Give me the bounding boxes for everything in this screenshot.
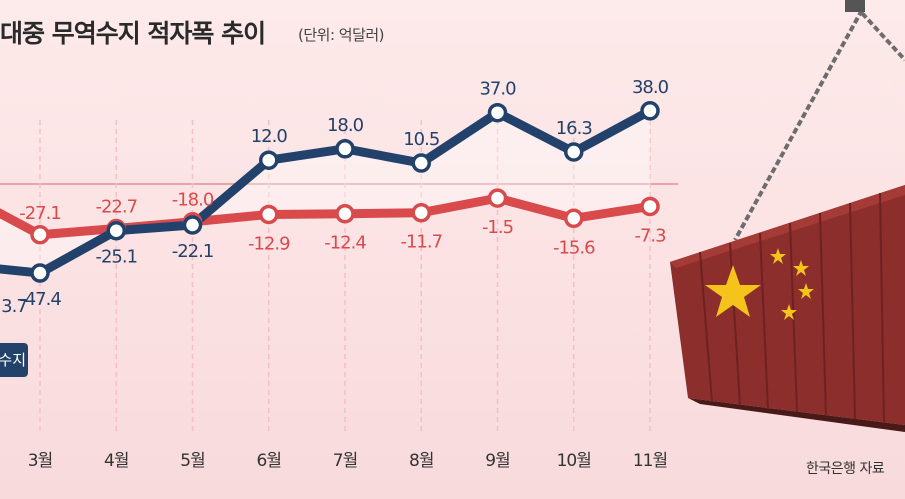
navy-data-label: 37.0 — [479, 79, 516, 100]
x-tick-label: 4월 — [104, 451, 128, 471]
x-tick-label: 6월 — [257, 451, 281, 471]
navy-data-label: 18.0 — [327, 115, 364, 136]
x-tick-label: 9월 — [485, 451, 509, 471]
red-point — [640, 196, 660, 217]
red-data-label: -27.1 — [19, 203, 61, 224]
x-tick-label: 10월 — [557, 451, 591, 471]
navy-data-label: 38.0 — [632, 77, 669, 98]
red-data-label: -11.7 — [400, 232, 442, 253]
x-tick-label: 7월 — [333, 451, 357, 471]
series-navy-line — [0, 106, 655, 278]
red-data-label: -15.6 — [553, 237, 595, 258]
navy-point — [182, 215, 203, 235]
flag-big-star — [705, 265, 761, 317]
navy-data-label: 10.5 — [403, 129, 439, 150]
navy-point — [30, 263, 50, 283]
unit-label: (단위: 억달러) — [298, 26, 385, 44]
legend-balance: 수지 — [0, 343, 28, 377]
navy-point — [564, 142, 584, 162]
x-tick-label: 3월 — [28, 451, 52, 471]
red-data-label: -22.7 — [95, 196, 137, 217]
x-tick-label: 11월 — [633, 451, 667, 471]
red-point — [411, 202, 431, 223]
navy-point — [411, 153, 431, 173]
x-axis: 3월 4월 5월 6월 7월 8월 9월 10월 11월 — [28, 451, 668, 471]
red-data-label: -12.4 — [324, 233, 366, 254]
chart-title: 대중 무역수지 적자폭 추이 — [0, 19, 266, 48]
navy-data-label: -47.4 — [19, 289, 61, 310]
series-layer: -47.4 -25.1 -22.1 12.0 18.0 10.5 37.0 16.3 38.0 -… — [0, 77, 670, 317]
series-gap-band — [0, 110, 650, 274]
navy-point — [106, 220, 126, 241]
navy-point — [335, 139, 355, 159]
red-data-label: -18.0 — [172, 190, 214, 211]
red-data-label: -12.9 — [248, 233, 290, 254]
navy-partial-label: 3.7 — [1, 296, 27, 317]
red-point — [30, 225, 50, 245]
navy-data-label: 16.3 — [556, 118, 593, 139]
navy-data-label: -25.1 — [95, 247, 137, 268]
source-note: 한국은행 자료 — [806, 461, 885, 477]
red-point — [335, 203, 355, 224]
red-point — [259, 204, 279, 225]
red-data-label: -7.3 — [634, 225, 666, 246]
navy-point — [640, 101, 660, 121]
navy-point — [487, 102, 508, 123]
red-point — [487, 188, 508, 208]
red-data-label: -1.5 — [482, 217, 513, 238]
navy-data-label: 12.0 — [251, 126, 288, 147]
red-point — [564, 208, 584, 229]
series-red-line — [0, 193, 655, 240]
navy-point — [259, 150, 279, 170]
navy-data-label: -22.1 — [172, 241, 214, 262]
x-tick-label: 8월 — [409, 451, 433, 471]
x-tick-label: 5월 — [180, 451, 204, 471]
container-image — [670, 0, 905, 432]
